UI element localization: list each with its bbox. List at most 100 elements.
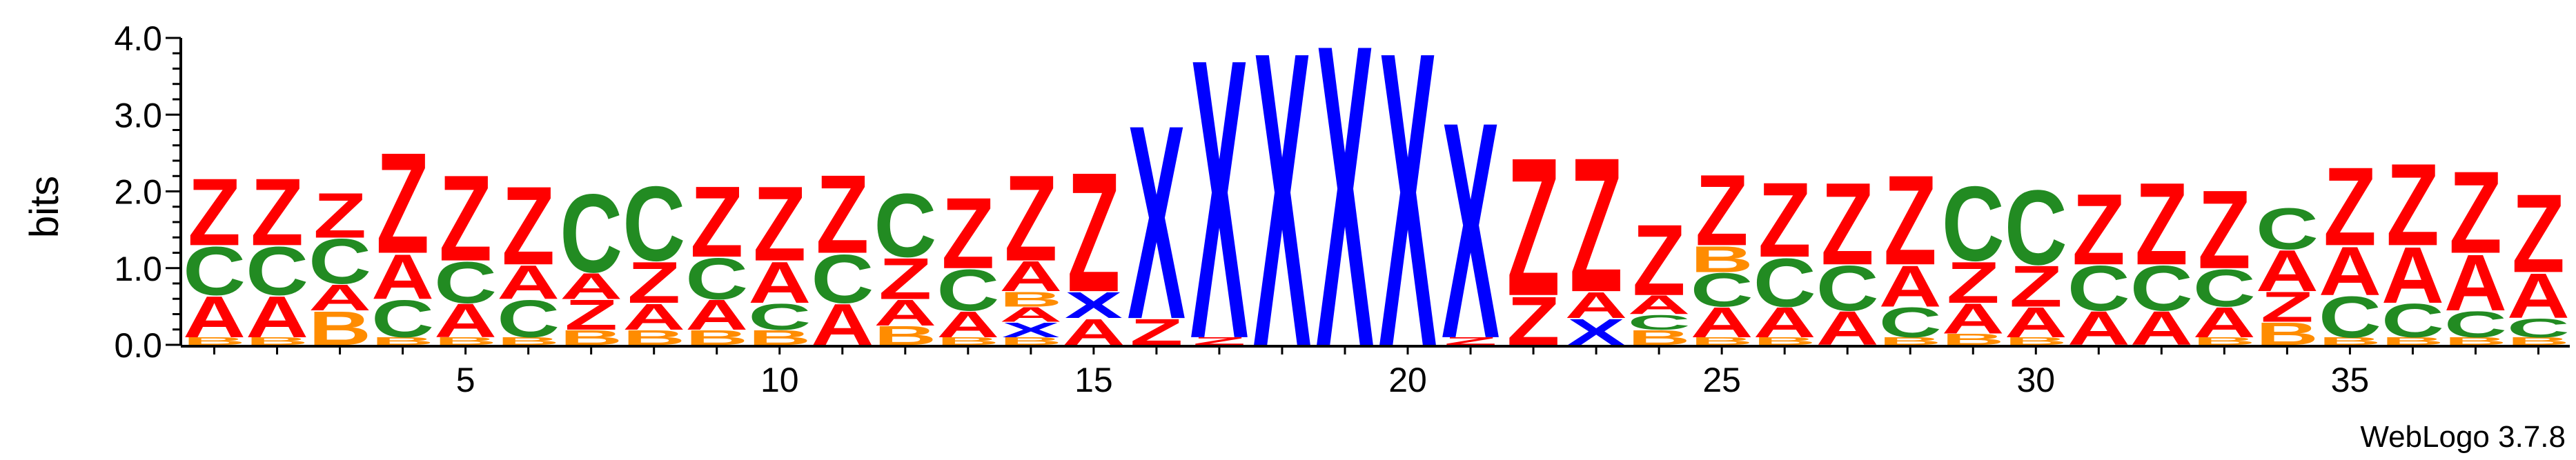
logo-letter-a: A (1816, 301, 1879, 355)
logo-letter-a: A (622, 296, 685, 338)
logo-letter-z: Z (502, 163, 555, 288)
y-tick-label: 4.0 (114, 19, 162, 58)
x-axis: 5 10 15 20 25 30 35 (181, 345, 2570, 399)
logo-letter-x: X (1253, 0, 1312, 434)
logo-letter-a: A (308, 277, 371, 319)
logo-letter-a: A (2319, 233, 2381, 310)
logo-letter-b: B (748, 326, 811, 349)
x-tick-label: 25 (1702, 361, 1741, 399)
logo-letter-z: Z (1633, 203, 1686, 317)
logo-letter-c: C (183, 233, 246, 310)
logo-letter-z: Z (1821, 159, 1874, 290)
logo-letter-c: C (2193, 259, 2256, 319)
logo-letter-b: B (2507, 335, 2570, 347)
logo-letter-z: Z (690, 165, 743, 278)
logo-letter-a: A (1062, 311, 1125, 353)
logo-letter-a: A (1628, 290, 1691, 320)
logo-letter-b: B (936, 335, 999, 347)
logo-letter-c: C (1816, 253, 1879, 324)
logo-letter-z: Z (1758, 160, 1811, 279)
logo-letter-a: A (1691, 299, 1753, 346)
logo-letter-b: B (874, 321, 936, 350)
logo-letter-a: A (497, 255, 560, 309)
logo-letter-a: A (1879, 254, 1942, 319)
logo-letter-c: C (748, 296, 811, 338)
logo-letter-b: B (999, 335, 1062, 347)
logo-letter-a: A (1565, 284, 1628, 326)
logo-letter-z: Z (816, 152, 869, 277)
logo-letter-z: Z (439, 150, 492, 287)
y-tick-label: 0.0 (114, 326, 162, 365)
logo-letter-x: X (1442, 57, 1500, 403)
logo-letter-c: C (371, 289, 434, 349)
logo-letter-b: B (2005, 335, 2067, 347)
logo-letter-z: Z (188, 159, 241, 266)
logo-letter-z: Z (1444, 335, 1497, 347)
logo-letter-c: C (811, 241, 874, 318)
logo-letter-z: Z (2135, 159, 2188, 290)
logo-letter-b: B (2193, 335, 2256, 347)
logo-letter-a: A (1753, 299, 1816, 346)
x-tick-label: 5 (456, 361, 475, 399)
logo-letter-b: B (1879, 335, 1942, 347)
logo-letter-c: C (2005, 168, 2067, 287)
logo-letter-a: A (560, 265, 622, 307)
logo-letter-z: Z (753, 163, 806, 283)
logo-letter-z: Z (878, 246, 932, 311)
logo-letter-z: Z (1884, 149, 1937, 292)
logo-letter-c: C (936, 257, 999, 323)
x-tick-label: 20 (1388, 361, 1427, 399)
logo-letter-z: Z (1695, 153, 1749, 266)
logo-letter-a: A (936, 303, 999, 346)
logo-letter-a: A (2005, 299, 2067, 346)
logo-letter-x: X (1567, 311, 1625, 353)
logo-letter-z: Z (2323, 144, 2377, 269)
y-axis-label: bits (22, 176, 67, 238)
logo-letter-a: A (434, 294, 497, 348)
y-tick-label: 3.0 (114, 96, 162, 134)
logo-letter-x: X (1316, 0, 1375, 437)
logo-letter-a: A (371, 241, 434, 312)
logo-letter-b: B (2444, 335, 2507, 347)
logo-letter-c: C (874, 176, 936, 277)
logo-letter-c: C (560, 171, 622, 296)
logo-letter-c: C (497, 289, 560, 349)
logo-letter-b: B (2319, 335, 2381, 347)
logo-letter-a: A (874, 292, 936, 334)
logo-letter-a: A (999, 303, 1062, 326)
x-tick-label: 15 (1074, 361, 1113, 399)
logo-letter-b: B (2381, 335, 2444, 347)
logo-letter-b: B (434, 335, 497, 347)
logo-letter-b: B (308, 301, 371, 355)
logo-letter-b: B (685, 326, 748, 349)
logo-letter-c: C (2067, 253, 2130, 324)
logo-letter-a: A (2381, 230, 2444, 319)
logo-letter-z: Z (250, 159, 304, 266)
logo-letter-c: C (2130, 253, 2193, 324)
logo-letter-b: B (246, 335, 308, 347)
logo-letter-b: B (999, 288, 1062, 311)
logo-letter-z: Z (2261, 283, 2314, 331)
logo-letter-z: Z (376, 123, 429, 284)
logo-letter-a: A (999, 253, 1062, 301)
logo-letter-z: Z (1507, 117, 1560, 337)
logo-letter-z: Z (1507, 283, 1560, 360)
logo-letter-c: C (685, 246, 748, 311)
logo-letter-b: B (2256, 316, 2319, 352)
logo-letter-a: A (2444, 238, 2507, 328)
logo-letter-a: A (2193, 299, 2256, 346)
logo-letter-x: X (1190, 0, 1249, 422)
logo-letter-b: B (1691, 238, 1753, 280)
logo-letter-z: Z (564, 291, 618, 339)
logo-letter-z: Z (941, 177, 994, 290)
logo-letter-c: C (1691, 263, 1753, 317)
logo-letter-b: B (1691, 335, 1753, 347)
logo-letter-z: Z (1947, 250, 2000, 315)
logo-letter-c: C (622, 163, 685, 283)
logo-letter-c: C (2256, 196, 2319, 261)
logo-letter-c: C (246, 233, 308, 310)
logo-letter-z: Z (2512, 171, 2565, 296)
logo-letter-a: A (2256, 238, 2319, 303)
logo-letter-a: A (246, 284, 308, 350)
logo-letter-b: B (497, 335, 560, 347)
